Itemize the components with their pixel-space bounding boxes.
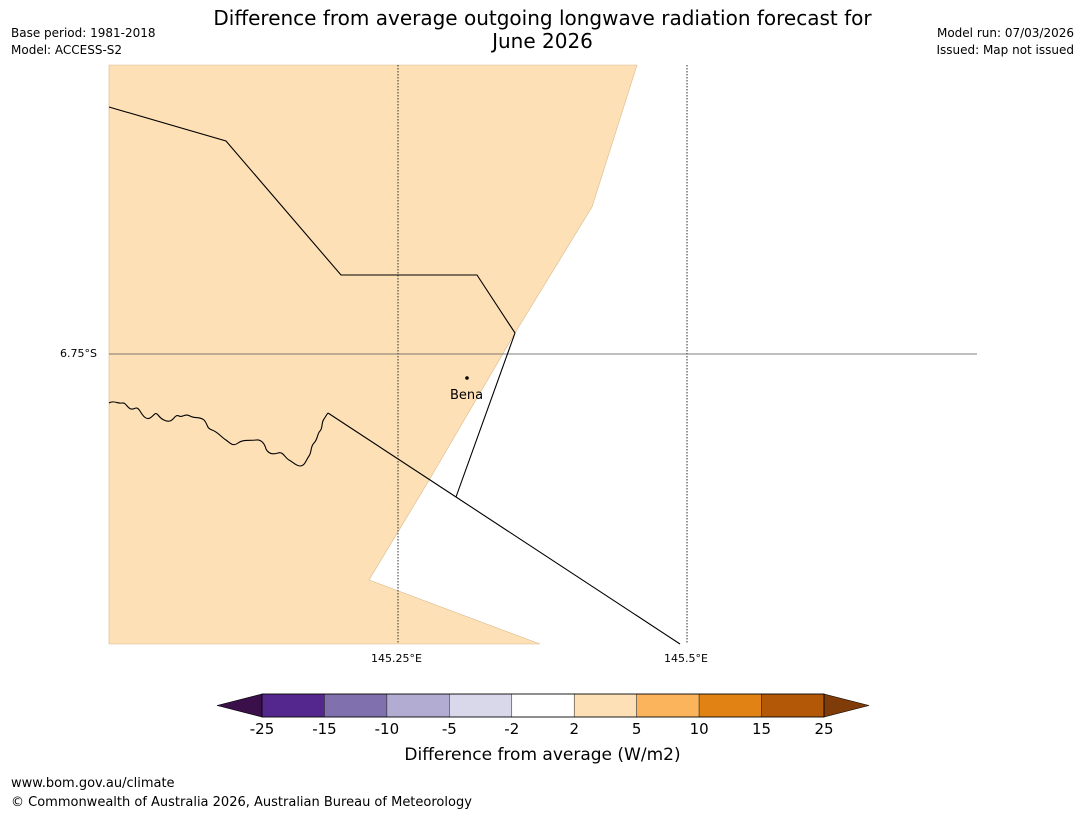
colorbar-swatch	[573, 693, 637, 718]
map-title: Difference from average outgoing longwav…	[180, 7, 905, 53]
bena-location-marker[interactable]	[465, 376, 469, 380]
lat-label: 6.75°S	[60, 347, 97, 360]
lon-label-145-25: 145.25°E	[371, 652, 422, 665]
colorbar-tick-label: -10	[374, 720, 400, 738]
river-line	[108, 401, 329, 467]
issued-status: Issued: Map not issued	[936, 43, 1074, 57]
model-name: Model: ACCESS-S2	[11, 43, 123, 57]
lon-label-145-5: 145.5°E	[664, 652, 708, 665]
colorbar-tick-label: 15	[752, 720, 772, 738]
colorbar-extend-low	[216, 693, 263, 718]
colorbar-swatch	[449, 693, 513, 718]
colorbar-tick-label: 25	[814, 720, 834, 738]
colorbar-extend-high	[823, 693, 870, 718]
place-label-bena: Bena	[450, 388, 484, 403]
colorbar-swatch	[698, 693, 762, 718]
meta-left: Base period: 1981-2018 Model: ACCESS-S2	[11, 25, 156, 59]
footer-url[interactable]: www.bom.gov.au/climate	[11, 776, 175, 791]
colorbar-tick-label: -15	[312, 720, 337, 738]
base-period: Base period: 1981-2018	[11, 26, 156, 40]
meta-right: Model run: 07/03/2026 Issued: Map not is…	[936, 25, 1074, 59]
title-line-1: Difference from average outgoing longwav…	[213, 6, 872, 30]
colorbar-swatch	[324, 693, 388, 718]
colorbar-swatch	[636, 693, 700, 718]
colorbar-tick-label: 2	[569, 720, 579, 738]
anomaly-fill-region	[108, 64, 638, 645]
colorbar-tick-label: 10	[689, 720, 709, 738]
title-line-2: June 2026	[492, 29, 593, 53]
colorbar-swatches	[216, 693, 870, 718]
colorbar-swatch	[511, 693, 575, 718]
model-run: Model run: 07/03/2026	[936, 26, 1074, 40]
colorbar-swatch	[386, 693, 450, 718]
boundary-line-north	[108, 106, 516, 498]
colorbar-border	[261, 693, 825, 718]
colorbar-swatch	[261, 693, 325, 718]
footer-copyright: © Commonwealth of Australia 2026, Austra…	[11, 795, 472, 810]
colorbar-tick-label: -25	[249, 720, 275, 738]
colorbar-title: Difference from average (W/m2)	[404, 745, 681, 765]
colorbar-tick-label: -2	[504, 720, 520, 738]
colorbar-tick-label: -5	[441, 720, 457, 738]
boundary-line-south	[327, 412, 681, 645]
colorbar-tick-label: 5	[631, 720, 642, 738]
colorbar-swatch	[761, 693, 825, 718]
